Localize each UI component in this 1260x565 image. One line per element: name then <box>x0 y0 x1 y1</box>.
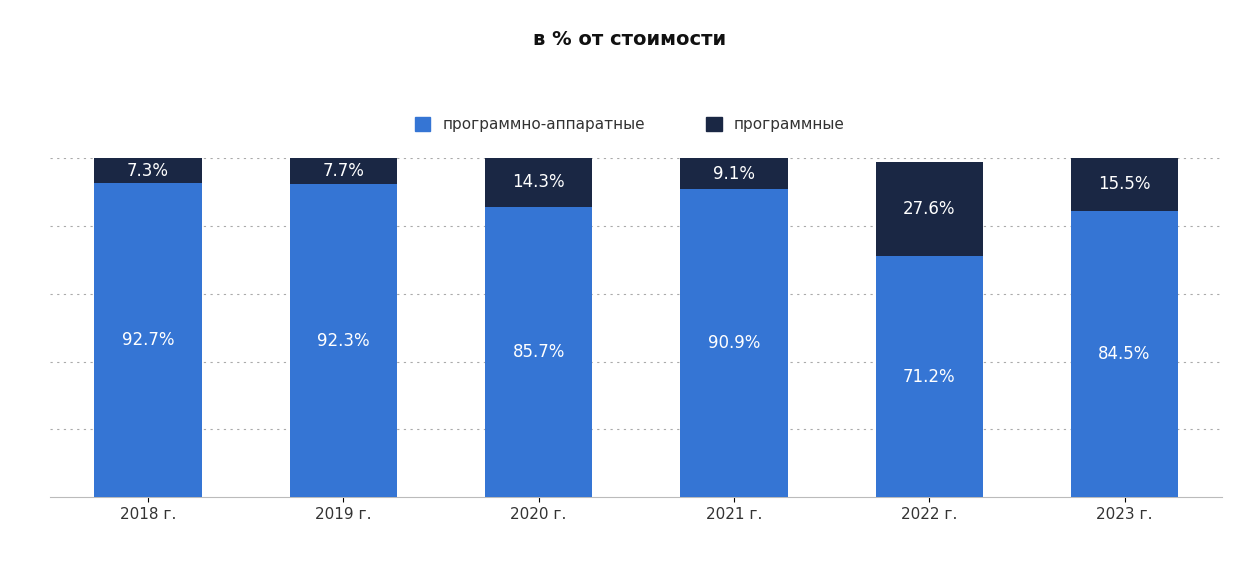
Text: 15.5%: 15.5% <box>1099 176 1150 193</box>
Text: 92.3%: 92.3% <box>318 332 369 350</box>
Legend: программно-аппаратные, программные: программно-аппаратные, программные <box>407 110 853 140</box>
Text: 7.3%: 7.3% <box>127 162 169 180</box>
Bar <box>876 256 983 497</box>
Bar <box>485 158 592 207</box>
Text: 84.5%: 84.5% <box>1099 345 1150 363</box>
Bar <box>485 207 592 497</box>
Bar <box>680 158 788 189</box>
Text: 7.7%: 7.7% <box>323 162 364 180</box>
Text: 85.7%: 85.7% <box>513 343 564 361</box>
Text: 90.9%: 90.9% <box>708 334 760 352</box>
Bar <box>94 158 202 183</box>
Text: в % от стоимости: в % от стоимости <box>533 30 727 49</box>
Bar <box>94 183 202 497</box>
Bar <box>1071 158 1178 211</box>
Text: 9.1%: 9.1% <box>713 164 755 182</box>
Bar <box>290 184 397 497</box>
Bar <box>290 158 397 184</box>
Text: 92.7%: 92.7% <box>122 331 174 349</box>
Bar <box>1071 211 1178 497</box>
Text: 14.3%: 14.3% <box>513 173 564 192</box>
Text: 71.2%: 71.2% <box>903 367 955 385</box>
Bar <box>876 162 983 256</box>
Bar <box>680 189 788 497</box>
Text: 27.6%: 27.6% <box>903 200 955 218</box>
